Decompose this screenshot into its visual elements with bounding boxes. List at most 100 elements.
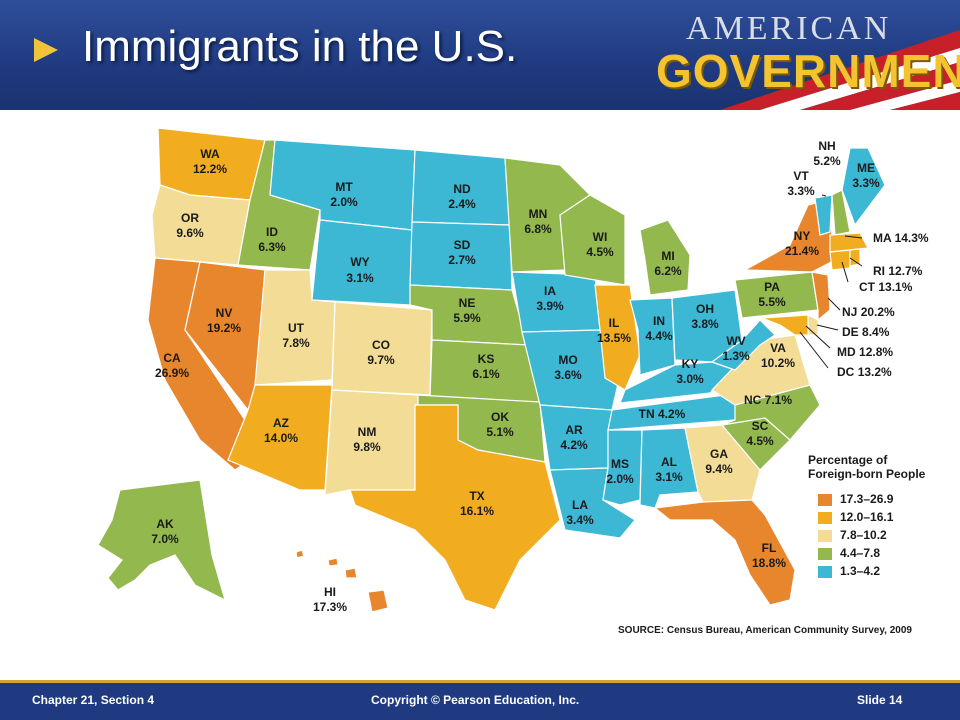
state-value-CA: 26.9% — [155, 366, 189, 380]
state-label-VT: VT3.3% — [787, 169, 815, 198]
state-label-LA: LA3.4% — [566, 498, 594, 527]
slide-footer: Chapter 21, Section 4 Copyright © Pearso… — [0, 680, 960, 720]
state-value-IL: 13.5% — [597, 331, 631, 345]
legend-title-line2: Foreign-born People — [808, 467, 926, 481]
brand-logo-main: GOVERNMENT — [656, 45, 960, 97]
state-label-UT: UT7.8% — [282, 321, 310, 350]
state-pct-CT: 13.1% — [878, 280, 912, 294]
state-abbr-NC: NC — [744, 393, 762, 407]
state-value-AK: 7.0% — [151, 532, 179, 546]
state-value-OR: 9.6% — [176, 226, 204, 240]
state-abbr-OR: OR — [181, 211, 199, 225]
state-abbr-IL: IL — [609, 316, 620, 330]
state-abbr-AZ: AZ — [273, 416, 289, 430]
legend-title: Percentage of Foreign-born People — [808, 453, 958, 481]
legend-item: 1.3–4.2 — [808, 563, 958, 581]
state-abbr-TN: TN — [639, 407, 655, 421]
state-abbr-SD: SD — [454, 238, 471, 252]
state-value-MS: 2.0% — [606, 472, 634, 486]
state-abbr-VT: VT — [793, 169, 809, 183]
state-pct-NJ: 20.2% — [861, 305, 895, 319]
state-shape-AK — [97, 479, 226, 602]
state-value-PA: 5.5% — [758, 295, 786, 309]
state-shape-ME — [841, 147, 886, 227]
state-label-ID: ID6.3% — [258, 225, 286, 254]
state-abbr-MD: MD — [837, 345, 856, 359]
footer-chapter: Chapter 21, Section 4 — [32, 693, 155, 707]
state-pct-MA: 14.3% — [895, 231, 929, 245]
state-value-AR: 4.2% — [560, 438, 588, 452]
state-value-UT: 7.8% — [282, 336, 310, 350]
state-value-SD: 2.7% — [448, 253, 476, 267]
state-shape-CT — [829, 249, 851, 271]
state-label-WY: WY 3.1% — [346, 255, 374, 285]
state-value-MN: 6.8% — [524, 222, 552, 236]
state-label-MN: MN6.8% — [524, 207, 552, 236]
state-abbr-WA: WA — [200, 147, 220, 161]
state-value-DE: DE 8.4% — [842, 325, 890, 339]
state-abbr-TX: TX — [469, 489, 484, 503]
state-label-MT: MT2.0% — [330, 180, 358, 209]
state-value-CT: CT 13.1% — [859, 280, 913, 294]
state-pct-NC: 7.1% — [765, 393, 793, 407]
state-shape-MD — [761, 314, 809, 336]
state-label-AK: AK7.0% — [151, 517, 179, 546]
state-abbr-IN: IN — [653, 314, 665, 328]
state-value-IN: 4.4% — [645, 329, 673, 343]
state-value-VT: 3.3% — [787, 184, 815, 198]
state-value-NY: 21.4% — [785, 244, 819, 258]
state-shape-HI — [295, 549, 389, 613]
state-value-AL: 3.1% — [655, 470, 683, 484]
state-abbr-NJ: NJ — [842, 305, 857, 319]
state-shape-WI — [559, 194, 626, 286]
state-value-HI: 17.3% — [313, 600, 347, 614]
footer-slide-number: Slide 14 — [857, 693, 903, 707]
state-value-NJ: NJ 20.2% — [842, 305, 895, 319]
state-abbr-IA: IA — [544, 284, 556, 298]
source-note: SOURCE: Census Bureau, American Communit… — [618, 625, 912, 636]
state-label-AR: AR4.2% — [560, 423, 588, 452]
state-value-NH: 5.2% — [813, 154, 841, 168]
state-value-CO: 9.7% — [367, 353, 395, 367]
state-value-ME: 3.3% — [852, 176, 880, 190]
state-abbr-DC: DC — [837, 365, 855, 379]
legend-swatch — [818, 548, 832, 560]
state-label-MI: MI6.2% — [654, 249, 682, 278]
state-abbr-PA: PA — [764, 280, 780, 294]
state-abbr-MA: MA — [873, 231, 892, 245]
legend-label: 4.4–7.8 — [840, 546, 881, 560]
state-abbr-HI: HI — [324, 585, 336, 599]
legend-item: 12.0–16.1 — [808, 509, 958, 527]
state-shape-WV — [710, 319, 776, 371]
state-label-IN: IN4.4% — [645, 314, 673, 343]
legend-swatch — [818, 512, 832, 524]
state-label-SD: SD2.7% — [448, 238, 476, 267]
state-value-NC: NC 7.1% — [744, 393, 792, 407]
legend-item: 4.4–7.8 — [808, 545, 958, 563]
state-abbr-KS: KS — [478, 352, 495, 366]
state-label-SC: SC4.5% — [746, 419, 774, 448]
legend-title-line1: Percentage of — [808, 453, 888, 467]
state-abbr-OK: OK — [491, 410, 509, 424]
legend-swatch — [818, 566, 832, 578]
state-pct-TN: 4.2% — [658, 407, 686, 421]
state-label-ND: ND2.4% — [448, 182, 476, 211]
state-value-VA: 10.2% — [761, 356, 795, 370]
state-abbr-FL: FL — [762, 541, 777, 555]
legend-label: 12.0–16.1 — [840, 510, 894, 524]
state-label-NC: NC 7.1% — [744, 393, 792, 407]
state-value-AZ: 14.0% — [264, 431, 298, 445]
state-shapes — [97, 127, 886, 613]
state-label-WV: WV1.3% — [722, 334, 750, 363]
state-label-AL: AL3.1% — [655, 455, 683, 484]
brand-logo: AMERICAN GOVERNMENT — [616, 10, 960, 100]
state-shape-NJ — [811, 271, 831, 322]
state-pct-MD: 12.8% — [859, 345, 893, 359]
